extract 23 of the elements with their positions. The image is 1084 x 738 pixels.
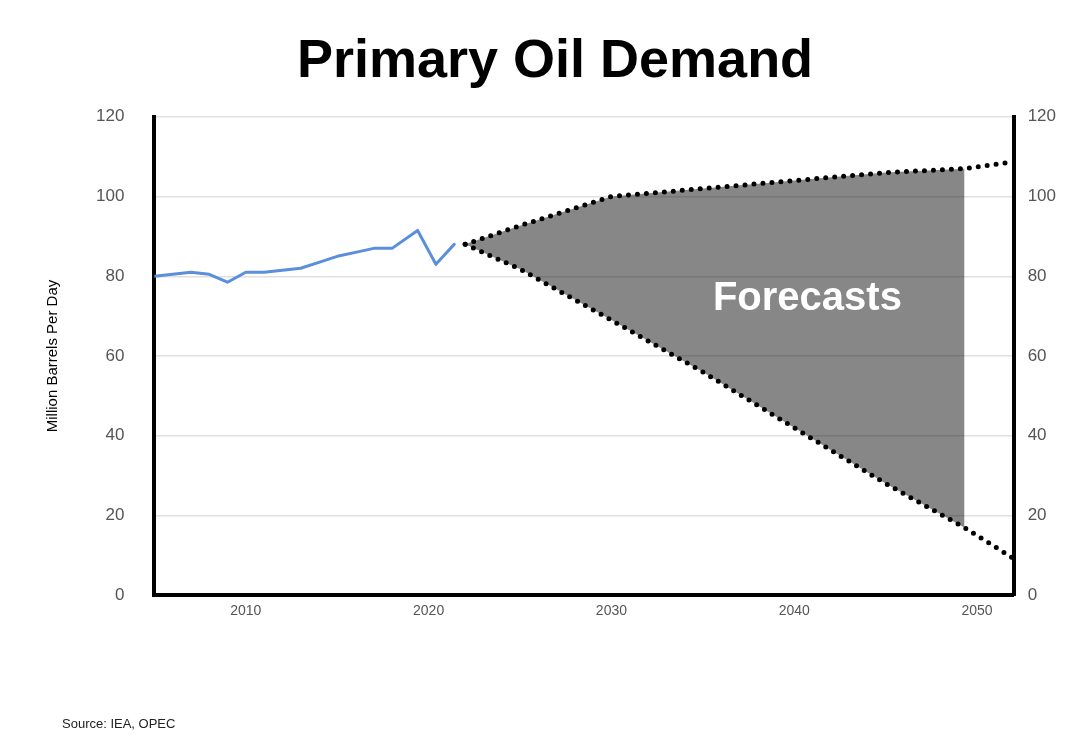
chart-title: Primary Oil Demand	[296, 28, 814, 89]
y2-tick-label: 120	[1027, 106, 1057, 126]
x-tick-label: 2030	[595, 602, 628, 619]
y2-tick-label: 0	[1027, 584, 1038, 604]
y-tick-label: 100	[95, 186, 125, 206]
x-tick-label: 2010	[230, 602, 262, 619]
y2-tick-label: 60	[1027, 345, 1047, 365]
y-tick-label: 80	[105, 265, 125, 285]
y-tick-label: 60	[105, 345, 125, 365]
y-tick-label: 0	[114, 584, 125, 604]
x-tick-label: 2050	[961, 602, 993, 619]
y-tick-label: 40	[105, 425, 125, 445]
y2-tick-label: 40	[1027, 425, 1047, 445]
y2-tick-label: 100	[1027, 186, 1057, 206]
source-note: Source: IEA, OPEC	[62, 716, 176, 731]
x-tick-label: 2020	[413, 602, 445, 619]
x-tick-label: 2040	[778, 602, 811, 619]
y-tick-label: 20	[105, 505, 125, 525]
y2-tick-label: 80	[1027, 265, 1047, 285]
annotation: Forecasts	[712, 273, 902, 318]
y-axis-title: Million Barrels Per Day	[43, 279, 61, 433]
y2-tick-label: 20	[1027, 505, 1047, 525]
y-tick-label: 120	[95, 106, 125, 126]
